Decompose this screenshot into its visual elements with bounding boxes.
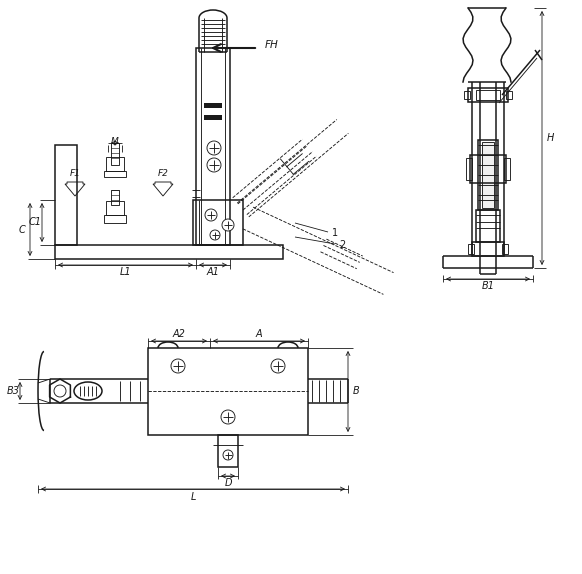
Bar <box>504 158 510 180</box>
Bar <box>218 435 238 467</box>
Text: A1: A1 <box>207 267 219 277</box>
Bar <box>106 201 124 215</box>
Bar <box>193 200 243 245</box>
Bar <box>468 244 474 254</box>
Text: C1: C1 <box>29 217 41 227</box>
Bar <box>204 103 222 108</box>
Circle shape <box>54 385 66 397</box>
Circle shape <box>223 450 233 460</box>
Text: B3: B3 <box>6 386 20 396</box>
Bar <box>464 91 470 99</box>
Circle shape <box>205 209 217 221</box>
Bar <box>466 158 472 180</box>
Text: D: D <box>224 478 232 488</box>
Bar <box>204 115 222 120</box>
Text: L1: L1 <box>120 267 132 277</box>
Bar <box>104 215 126 223</box>
Text: M: M <box>111 137 119 145</box>
Bar <box>482 142 494 208</box>
Text: 1: 1 <box>332 228 338 238</box>
Bar <box>55 145 77 245</box>
Text: B1: B1 <box>481 281 495 291</box>
Circle shape <box>222 219 234 231</box>
Bar <box>502 244 508 254</box>
Bar <box>472 242 504 256</box>
Text: 2: 2 <box>339 240 345 250</box>
Bar <box>111 143 119 165</box>
Bar <box>196 48 230 245</box>
Text: B: B <box>353 386 359 396</box>
Text: F2: F2 <box>158 169 168 179</box>
Text: A: A <box>255 329 262 339</box>
Bar <box>476 90 500 100</box>
Text: L: L <box>190 492 196 502</box>
Circle shape <box>171 359 185 373</box>
Bar <box>476 210 500 242</box>
Circle shape <box>207 141 221 155</box>
Bar <box>55 245 283 259</box>
Circle shape <box>271 359 285 373</box>
Bar <box>106 157 124 171</box>
Text: H: H <box>546 133 553 143</box>
Bar <box>470 155 506 183</box>
Bar <box>506 91 512 99</box>
Bar <box>111 190 119 205</box>
Text: F1: F1 <box>70 169 80 179</box>
Text: A2: A2 <box>172 329 186 339</box>
Text: FH: FH <box>265 40 279 50</box>
Bar <box>468 88 508 102</box>
Circle shape <box>210 230 220 240</box>
Bar <box>148 348 308 435</box>
Circle shape <box>207 158 221 172</box>
Bar <box>104 171 126 177</box>
Circle shape <box>221 410 235 424</box>
Bar <box>478 140 498 210</box>
Text: C: C <box>19 225 26 235</box>
